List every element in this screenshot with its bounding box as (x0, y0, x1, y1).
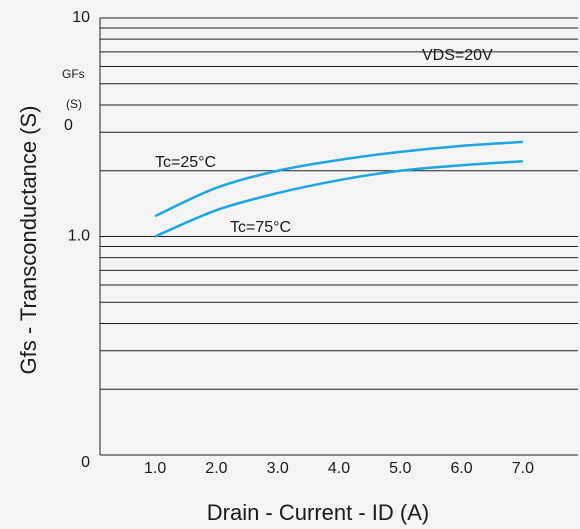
x-tick-label: 7.0 (512, 460, 534, 477)
y-tick-label: 10 (72, 9, 90, 26)
x-tick-label: 3.0 (267, 460, 289, 477)
annotation: VDS=20V (422, 47, 493, 64)
curve (154, 140, 523, 218)
x-tick-label: 4.0 (328, 460, 350, 477)
series-label: Tc=75°C (230, 219, 291, 236)
x-axis-label: Drain - Current - ID (A) (207, 500, 429, 525)
series-label: Tc=25°C (155, 154, 216, 171)
x-tick-label: 6.0 (450, 460, 472, 477)
annotation: GFs (62, 67, 85, 81)
y-tick-label: 0 (81, 454, 90, 471)
y-axis-label: Gfs - Transconductance (S) (16, 106, 41, 375)
x-tick-label: 2.0 (205, 460, 227, 477)
annotation: 0 (64, 117, 73, 134)
curve (154, 160, 523, 238)
x-tick-label: 1.0 (144, 460, 166, 477)
x-tick-label: 5.0 (389, 460, 411, 477)
y-tick-label: 1.0 (68, 228, 90, 245)
annotation: (S) (66, 97, 82, 111)
